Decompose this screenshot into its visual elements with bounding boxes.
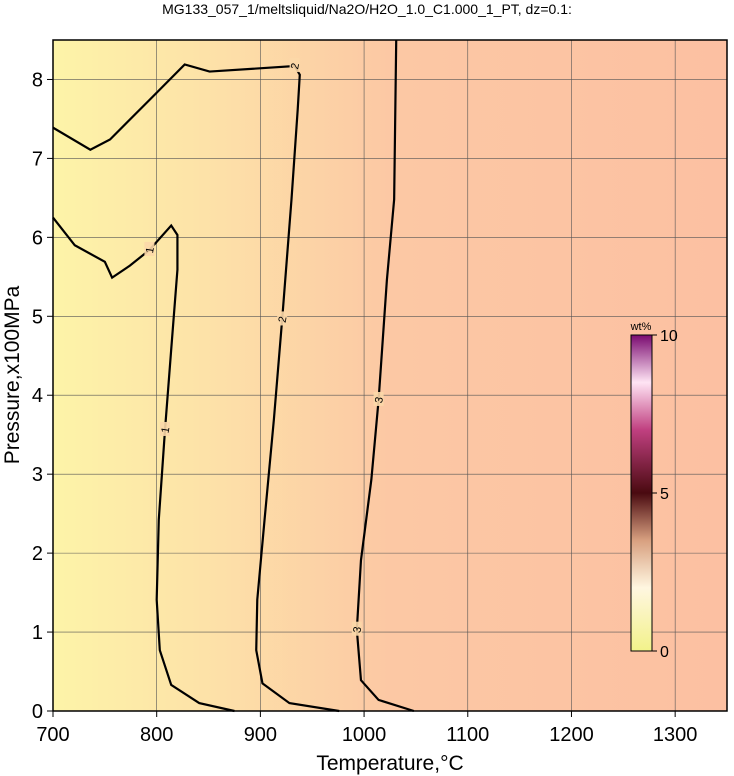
x-tick-label: 700 [36, 724, 69, 746]
contour-line [52, 63, 340, 713]
axes: 700 800 900 1000 1100 1200 1300 0 1 2 3 4 5 6 7 8 wt% 0 5 1… [32, 69, 698, 746]
x-tick-label: 1200 [549, 724, 594, 746]
x-tick-label: 1000 [342, 724, 387, 746]
colorbar-tick-label: 0 [660, 644, 669, 661]
contour-line [355, 39, 415, 713]
contour-label: 3 [373, 396, 386, 404]
y-tick-label: 6 [32, 227, 43, 249]
y-tick-label: 5 [32, 306, 43, 328]
y-tick-label: 1 [32, 622, 43, 644]
contour-label: 3 [351, 626, 364, 634]
plot-frame [52, 39, 728, 712]
x-tick-label: 800 [140, 724, 173, 746]
contour-label-bg [277, 311, 288, 326]
contour-label-bg [373, 391, 384, 406]
y-tick-label: 4 [32, 385, 43, 407]
chart-title: MG133_057_1/meltsliquid/Na2O/H2O_1.0_C1.… [162, 1, 572, 17]
contour-line [52, 216, 235, 713]
contour-label: 1 [160, 426, 173, 434]
y-axis-label: Pressure,x100MPa [1, 285, 24, 464]
contours: 1 1 2 2 3 3 [52, 39, 415, 713]
contour-label-bg [351, 621, 362, 636]
x-axis-label: Temperature,°C [316, 752, 463, 775]
y-tick-label: 2 [32, 543, 43, 565]
x-tick-label: 900 [244, 724, 277, 746]
contour-label: 2 [289, 62, 302, 70]
y-tick-label: 3 [32, 464, 43, 486]
contour-label-bg [289, 58, 300, 73]
contour-label-bg [159, 421, 170, 436]
y-tick-label: 0 [32, 701, 43, 723]
contour-label: 1 [144, 246, 157, 254]
plot-background [53, 40, 727, 711]
x-tick-label: 1100 [446, 724, 489, 746]
colorbar-label: wt% [630, 321, 652, 333]
colorbar-tick-label: 5 [660, 486, 669, 503]
x-tick-label: 1300 [653, 724, 698, 746]
colorbar-tick-label: 10 [660, 328, 678, 345]
y-tick-label: 7 [32, 148, 43, 170]
contour-label: 2 [277, 316, 290, 324]
colorbar [630, 334, 653, 652]
y-tick-label: 8 [32, 69, 43, 91]
contour-label-bg [144, 241, 155, 256]
